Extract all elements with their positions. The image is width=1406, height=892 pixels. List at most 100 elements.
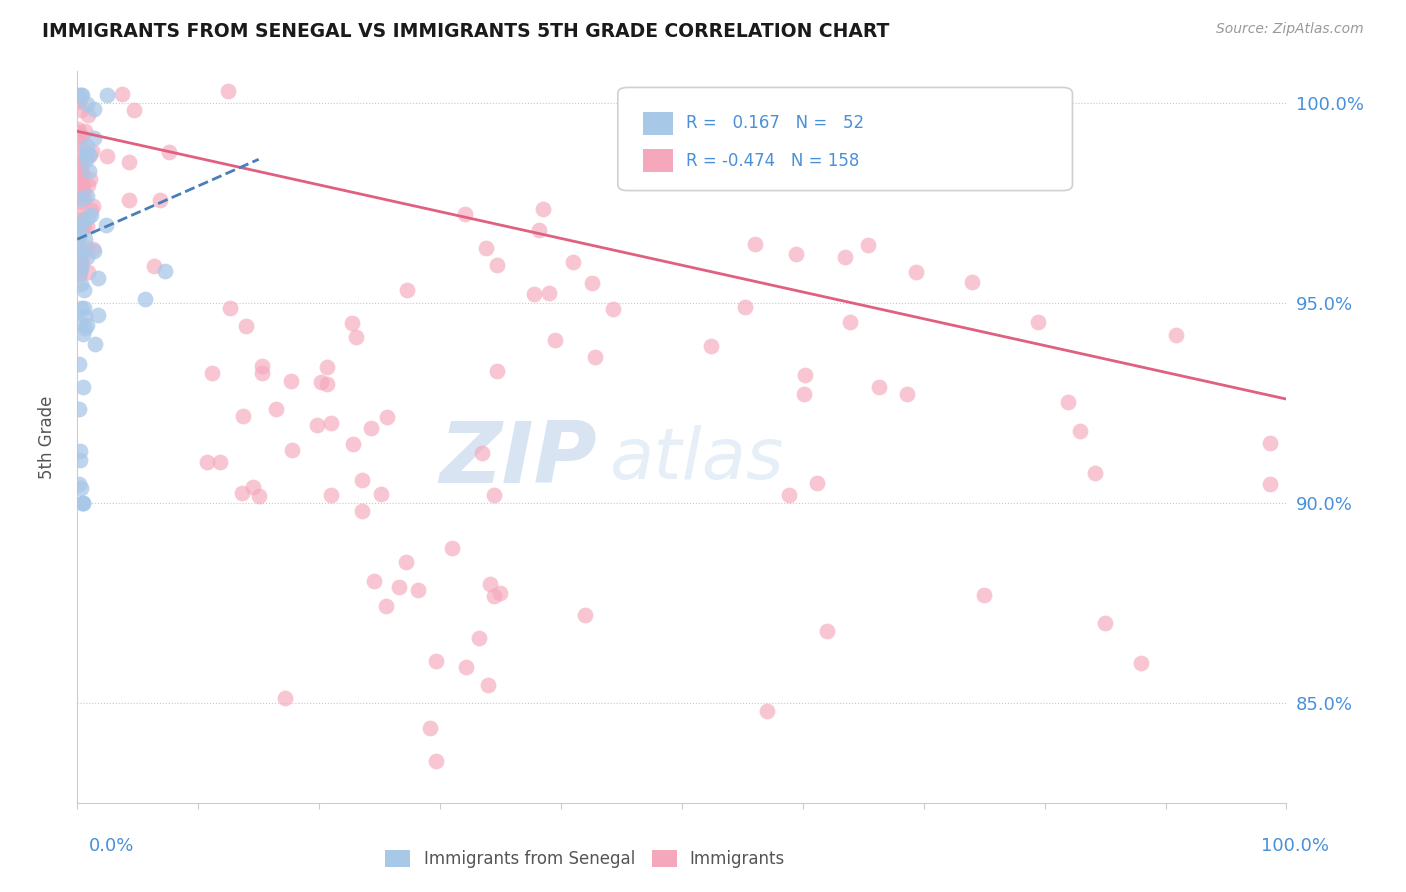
Point	[72, 301, 94, 316]
Point	[69, 184, 91, 198]
Point	[134, 293, 156, 307]
Point	[868, 380, 890, 394]
Point	[72, 496, 94, 510]
Point	[66, 177, 89, 191]
Point	[794, 368, 817, 383]
Point	[527, 223, 550, 237]
Y-axis label: 5th Grade: 5th Grade	[38, 395, 56, 479]
Point	[66, 180, 89, 194]
Point	[309, 375, 332, 389]
Point	[75, 146, 97, 161]
Point	[72, 496, 94, 510]
Point	[72, 183, 94, 197]
Point	[79, 202, 101, 217]
Point	[197, 455, 219, 469]
Point	[70, 192, 93, 206]
Point	[157, 145, 180, 159]
Point	[77, 148, 100, 162]
Point	[76, 241, 98, 255]
Point	[441, 541, 464, 556]
Point	[143, 260, 166, 274]
Point	[561, 255, 583, 269]
Point	[583, 350, 606, 364]
Point	[67, 229, 90, 244]
Point	[67, 244, 90, 258]
Point	[70, 212, 93, 227]
Point	[778, 488, 800, 502]
Point	[67, 401, 90, 416]
Point	[83, 131, 105, 145]
Point	[344, 330, 367, 344]
Point	[1057, 395, 1080, 409]
Point	[838, 315, 860, 329]
Point	[67, 246, 90, 260]
Point	[122, 103, 145, 117]
Point	[360, 421, 382, 435]
Point	[342, 316, 364, 330]
Point	[72, 327, 94, 342]
Point	[77, 164, 100, 178]
Point	[69, 219, 91, 233]
Point	[352, 473, 374, 487]
Point	[69, 252, 91, 266]
Point	[87, 270, 110, 285]
Point	[73, 283, 96, 297]
Text: 100.0%: 100.0%	[1261, 837, 1329, 855]
Point	[67, 357, 90, 371]
Point	[79, 172, 101, 186]
Point	[342, 437, 364, 451]
Point	[96, 88, 118, 103]
Point	[70, 219, 93, 233]
Point	[73, 310, 96, 324]
Point	[67, 176, 90, 190]
Point	[67, 477, 90, 491]
Point	[69, 254, 91, 268]
Point	[488, 586, 510, 600]
Point	[1069, 424, 1091, 438]
Point	[73, 123, 96, 137]
Point	[66, 150, 89, 164]
Point	[75, 153, 97, 167]
Point	[905, 265, 928, 279]
Point	[76, 219, 98, 233]
Point	[67, 95, 90, 109]
Point	[538, 285, 561, 300]
Point	[264, 401, 287, 416]
Bar	[643, 149, 673, 172]
Point	[70, 153, 93, 167]
Point	[602, 301, 624, 316]
Point	[425, 754, 447, 768]
Point	[793, 387, 815, 401]
Point	[67, 125, 90, 139]
Point	[235, 318, 257, 333]
Point	[67, 166, 90, 180]
Text: IMMIGRANTS FROM SENEGAL VS IMMIGRANTS 5TH GRADE CORRELATION CHART: IMMIGRANTS FROM SENEGAL VS IMMIGRANTS 5T…	[42, 22, 890, 41]
Point	[67, 217, 90, 231]
Point	[477, 677, 499, 691]
Point	[73, 219, 96, 233]
Point	[76, 210, 98, 224]
Point	[755, 704, 778, 718]
Point	[482, 590, 505, 604]
Point	[247, 489, 270, 503]
Point	[69, 452, 91, 467]
Point	[76, 318, 98, 333]
Point	[531, 202, 554, 216]
Point	[67, 268, 90, 283]
Text: Source: ZipAtlas.com: Source: ZipAtlas.com	[1216, 22, 1364, 37]
Point	[67, 122, 90, 136]
Point	[425, 654, 447, 668]
Point	[76, 189, 98, 203]
Point	[250, 366, 273, 380]
Point	[482, 488, 505, 502]
Point	[80, 145, 103, 159]
Point	[69, 266, 91, 280]
Point	[73, 186, 96, 201]
Point	[523, 287, 546, 301]
Point	[69, 136, 91, 150]
Point	[395, 555, 418, 569]
Point	[370, 487, 392, 501]
Point	[454, 660, 477, 674]
Point	[208, 455, 231, 469]
Point	[250, 359, 273, 374]
